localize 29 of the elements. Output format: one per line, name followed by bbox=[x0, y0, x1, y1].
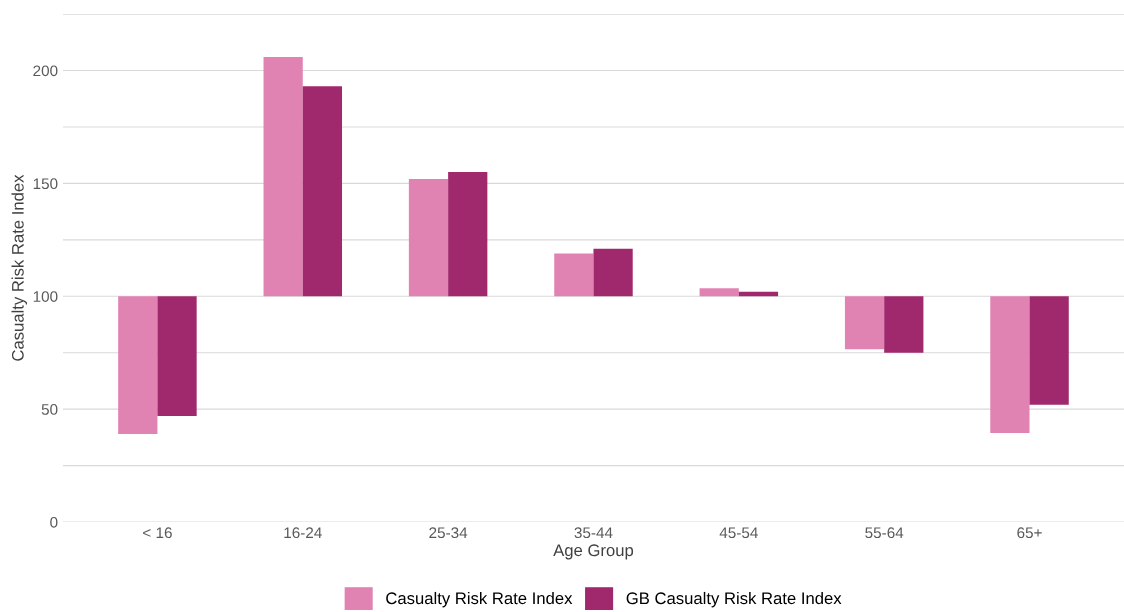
x-tick-label: 55-64 bbox=[865, 527, 904, 539]
bar bbox=[554, 253, 594, 297]
bar bbox=[1029, 296, 1069, 405]
bar bbox=[118, 296, 158, 434]
y-tick-label: 50 bbox=[41, 404, 58, 415]
x-tick-label: 16-24 bbox=[284, 527, 322, 539]
bar bbox=[263, 56, 303, 297]
bar bbox=[408, 178, 449, 297]
legend-label: GB Casualty Risk Rate Index bbox=[626, 591, 842, 608]
y-tick-label: 0 bbox=[50, 516, 58, 528]
bar bbox=[157, 296, 197, 416]
legend-label: Casualty Risk Rate Index bbox=[386, 591, 573, 608]
bar bbox=[448, 172, 488, 297]
x-tick-label: 25-34 bbox=[429, 527, 468, 539]
bar bbox=[699, 288, 739, 297]
y-axis-title: Casualty Risk Rate Index bbox=[11, 174, 28, 361]
x-tick-label: 65+ bbox=[1017, 527, 1042, 539]
bar bbox=[844, 296, 885, 350]
y-tick-label: 100 bbox=[33, 291, 58, 302]
bar bbox=[990, 296, 1030, 434]
x-tick-label: < 16 bbox=[143, 527, 172, 539]
bar bbox=[302, 86, 343, 297]
y-tick-label: 200 bbox=[33, 65, 58, 77]
bar bbox=[593, 248, 633, 297]
x-axis-title: Age Group bbox=[553, 544, 634, 560]
x-tick-label: 35-44 bbox=[574, 527, 613, 539]
y-tick-label: 150 bbox=[33, 178, 58, 190]
bar bbox=[884, 296, 924, 353]
x-tick-label: 45-54 bbox=[719, 527, 758, 539]
